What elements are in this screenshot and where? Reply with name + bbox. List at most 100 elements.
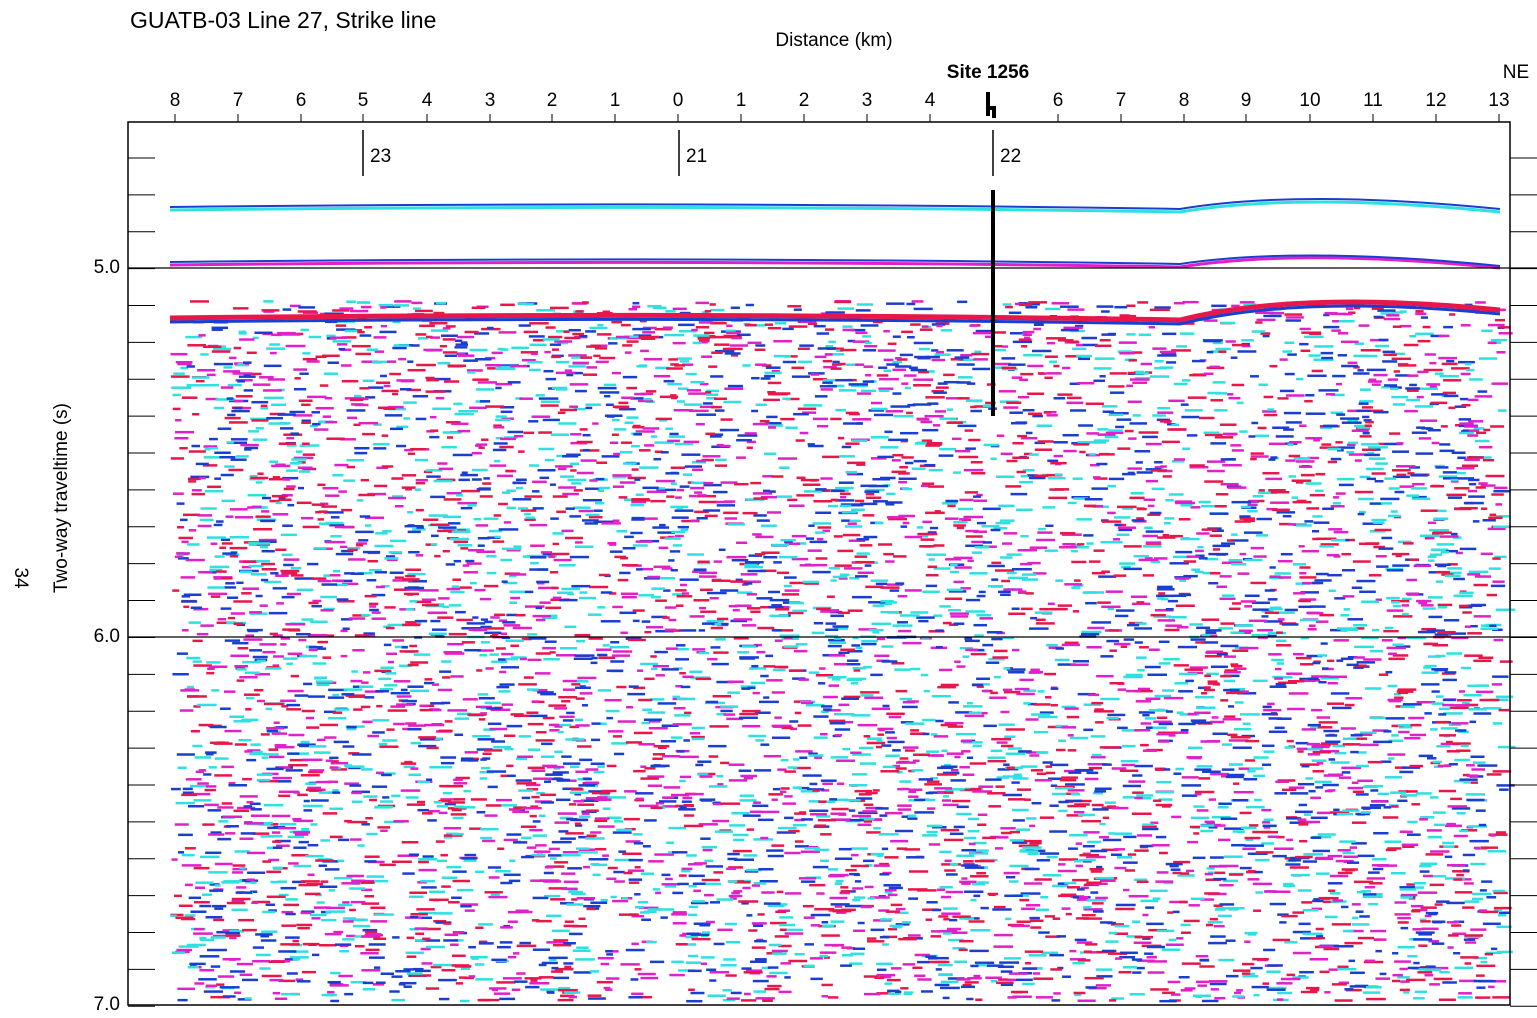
seismic-trace <box>559 716 574 719</box>
seismic-trace <box>872 631 879 634</box>
seismic-trace <box>809 671 820 674</box>
seismic-trace <box>1036 539 1055 542</box>
seismic-trace <box>905 589 922 592</box>
seismic-trace <box>1309 354 1321 357</box>
seismic-trace <box>682 868 693 871</box>
seismic-trace <box>556 361 569 364</box>
seismic-trace <box>1323 730 1339 733</box>
seismic-trace <box>334 708 349 711</box>
seismic-trace <box>192 493 206 496</box>
seismic-trace <box>752 922 767 925</box>
seismic-trace <box>1450 798 1462 801</box>
seismic-trace <box>358 301 369 304</box>
seismic-trace <box>1132 519 1145 522</box>
seismic-trace <box>1388 515 1401 518</box>
seismic-trace <box>851 682 858 685</box>
seismic-trace <box>860 762 876 765</box>
seismic-trace <box>1392 644 1403 647</box>
seismic-trace <box>526 711 538 714</box>
seismic-trace <box>633 425 641 428</box>
seismic-trace <box>1448 496 1462 499</box>
seismic-trace <box>222 577 233 580</box>
seismic-trace <box>293 846 306 849</box>
seismic-trace <box>239 332 247 335</box>
seismic-trace <box>670 433 679 436</box>
seismic-trace <box>445 720 453 723</box>
seismic-trace <box>1182 537 1189 540</box>
seismic-trace <box>1391 734 1399 737</box>
seismic-trace <box>191 445 200 448</box>
seismic-trace <box>453 541 468 544</box>
seismic-trace <box>1168 981 1181 984</box>
seismic-trace <box>1406 399 1420 402</box>
seismic-trace <box>1483 519 1496 522</box>
seismic-trace <box>1299 971 1314 974</box>
seismic-trace <box>1044 377 1052 380</box>
seismic-trace <box>441 762 454 765</box>
seismic-trace <box>955 566 972 569</box>
seismic-trace <box>961 986 975 989</box>
seismic-trace <box>1038 528 1046 531</box>
seismic-trace <box>558 812 577 815</box>
seismic-trace <box>1169 616 1187 619</box>
seismic-trace <box>907 815 916 818</box>
seismic-trace <box>1254 871 1262 874</box>
seismic-trace <box>402 486 416 489</box>
seismic-trace <box>899 478 917 481</box>
seismic-trace <box>550 857 557 860</box>
seismic-trace <box>1224 655 1236 658</box>
seismic-trace <box>1114 848 1125 851</box>
seismic-trace <box>225 582 235 585</box>
seismic-trace <box>1395 901 1407 904</box>
seismic-trace <box>751 682 765 685</box>
seismic-trace <box>1174 682 1188 685</box>
seismic-trace <box>416 908 434 911</box>
seismic-trace <box>930 935 941 938</box>
seismic-trace <box>1166 608 1174 611</box>
seismic-trace <box>480 828 498 831</box>
seismic-trace <box>861 694 874 697</box>
seismic-trace <box>337 343 347 346</box>
seismic-trace <box>420 709 433 712</box>
seismic-trace <box>1356 910 1364 913</box>
seismic-trace <box>977 595 986 598</box>
seismic-trace <box>1147 956 1157 959</box>
seismic-trace <box>636 430 655 433</box>
seismic-trace <box>485 891 503 894</box>
seismic-trace <box>256 427 264 430</box>
seismic-trace <box>644 358 662 361</box>
seismic-trace <box>1425 974 1434 977</box>
seismic-trace <box>679 780 686 783</box>
seismic-trace <box>269 756 284 759</box>
seismic-trace <box>1388 685 1398 688</box>
seismic-trace <box>1150 890 1168 893</box>
seismic-trace <box>342 380 359 383</box>
seismic-trace <box>1282 350 1292 353</box>
seismic-trace <box>590 831 601 834</box>
seismic-trace <box>1233 782 1239 785</box>
seismic-trace <box>492 352 503 355</box>
seismic-trace <box>908 897 918 900</box>
seismic-trace <box>598 490 604 493</box>
seismic-trace <box>854 896 865 899</box>
seismic-trace <box>1376 555 1387 558</box>
seismic-trace <box>171 457 184 460</box>
seismic-trace <box>438 526 456 529</box>
seismic-trace <box>194 799 212 802</box>
seismic-trace <box>1307 743 1320 746</box>
seismic-trace <box>780 787 789 790</box>
seismic-trace <box>1054 397 1066 400</box>
seismic-trace <box>1153 897 1161 900</box>
seismic-trace <box>226 441 233 444</box>
seismic-trace <box>1359 402 1369 405</box>
seismic-trace <box>941 912 960 915</box>
seismic-trace <box>1476 809 1486 812</box>
seismic-trace <box>575 958 595 961</box>
seismic-trace <box>569 933 583 936</box>
seismic-trace <box>785 589 800 592</box>
seismic-trace <box>366 949 380 952</box>
seismic-trace <box>1079 859 1096 862</box>
seismic-trace <box>1137 507 1145 510</box>
seismic-trace <box>898 938 917 941</box>
seismic-trace <box>865 564 872 567</box>
